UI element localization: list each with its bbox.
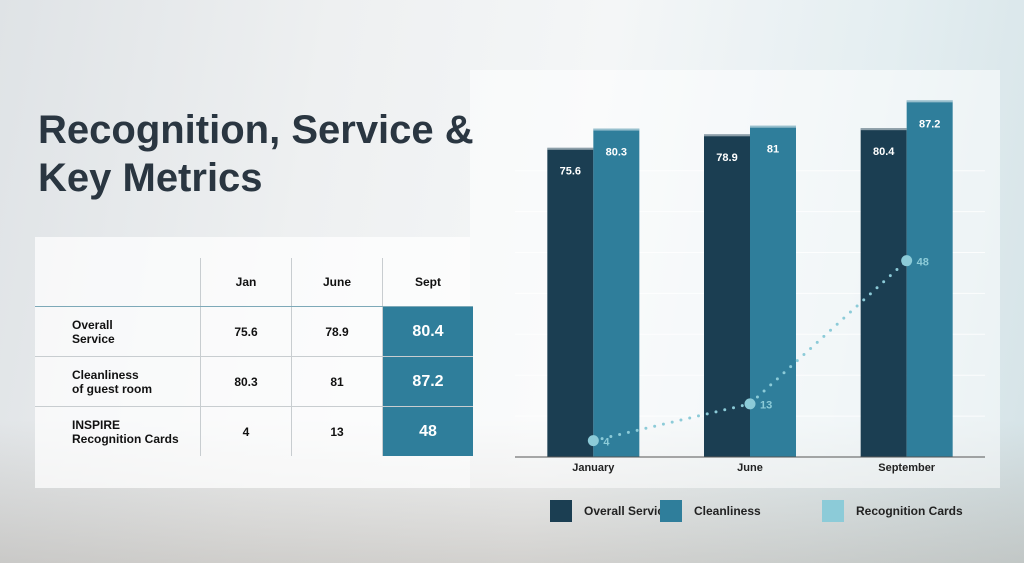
table-cell: 87.2 — [382, 356, 473, 407]
row-label-line: of guest room — [72, 381, 152, 396]
trend-point — [587, 435, 599, 447]
table-cell: 13 — [291, 406, 383, 456]
bar-cap — [860, 128, 907, 131]
legend-swatch — [660, 500, 682, 522]
bar — [593, 128, 640, 457]
bar — [547, 147, 594, 457]
trend-point — [901, 255, 913, 267]
trend-value-label: 48 — [917, 257, 929, 269]
row-label-line: Service — [72, 331, 115, 346]
row-label-line: Recognition Cards — [72, 431, 179, 446]
bar-cap — [704, 134, 750, 137]
row-label-line: INSPIRE — [72, 417, 121, 432]
table-cell: 75.6 — [200, 306, 292, 357]
table-row: Overall Service 75.6 78.9 80.4 — [35, 306, 473, 357]
legend-swatch — [822, 500, 844, 522]
bar-value-label: 75.6 — [560, 166, 581, 178]
column-header: Sept — [382, 258, 473, 307]
bar — [750, 125, 796, 458]
bar-cap — [906, 100, 953, 103]
title: Recognition, Service & Key Metrics — [38, 108, 474, 200]
column-header: Jan — [200, 258, 292, 307]
table-row: Cleanliness of guest room 80.3 81 87.2 — [35, 356, 473, 407]
table-cell: 4 — [200, 406, 292, 456]
column-header: June — [291, 258, 383, 307]
table-cell: 80.4 — [382, 306, 473, 357]
metrics-table: Jan June Sept Overall Service 75.6 78.9 80.4 Cl… — [35, 258, 473, 456]
table-cell: 78.9 — [291, 306, 383, 357]
bar-value-label: 80.3 — [606, 146, 627, 158]
bar-cap — [750, 125, 796, 128]
bar-cap — [547, 147, 594, 150]
bar-cap — [593, 128, 640, 131]
row-label: INSPIRE Recognition Cards — [35, 406, 201, 456]
table-cell: 81 — [291, 356, 383, 407]
x-tick-label: September — [878, 462, 936, 474]
bar-value-label: 78.9 — [716, 152, 737, 164]
row-label: Cleanliness of guest room — [35, 356, 201, 407]
x-tick-label: June — [737, 462, 763, 474]
table-row: INSPIRE Recognition Cards 4 13 48 — [35, 406, 473, 456]
row-label: Overall Service — [35, 307, 201, 357]
row-label-line: Overall — [72, 317, 113, 332]
bar — [704, 134, 750, 457]
legend-swatch — [550, 500, 572, 522]
x-tick-label: January — [572, 462, 615, 474]
legend-label: Cleanliness — [694, 504, 761, 518]
corner — [35, 258, 201, 307]
legend-label: Overall Service — [584, 504, 671, 518]
table-cell: 80.3 — [200, 356, 292, 407]
bar-value-label: 81 — [767, 144, 779, 156]
trend-point — [744, 398, 756, 410]
bar-value-label: 87.2 — [919, 118, 940, 130]
legend-label: Recognition Cards — [856, 504, 963, 518]
table-cell: 48 — [382, 406, 473, 456]
bar — [860, 128, 907, 457]
table-header: Jan June Sept — [35, 258, 473, 307]
row-label-line: Cleanliness — [72, 367, 139, 382]
trend-value-label: 13 — [760, 400, 772, 412]
bar — [906, 100, 953, 458]
bar-value-label: 80.4 — [873, 146, 895, 158]
trend-value-label: 4 — [603, 437, 610, 449]
